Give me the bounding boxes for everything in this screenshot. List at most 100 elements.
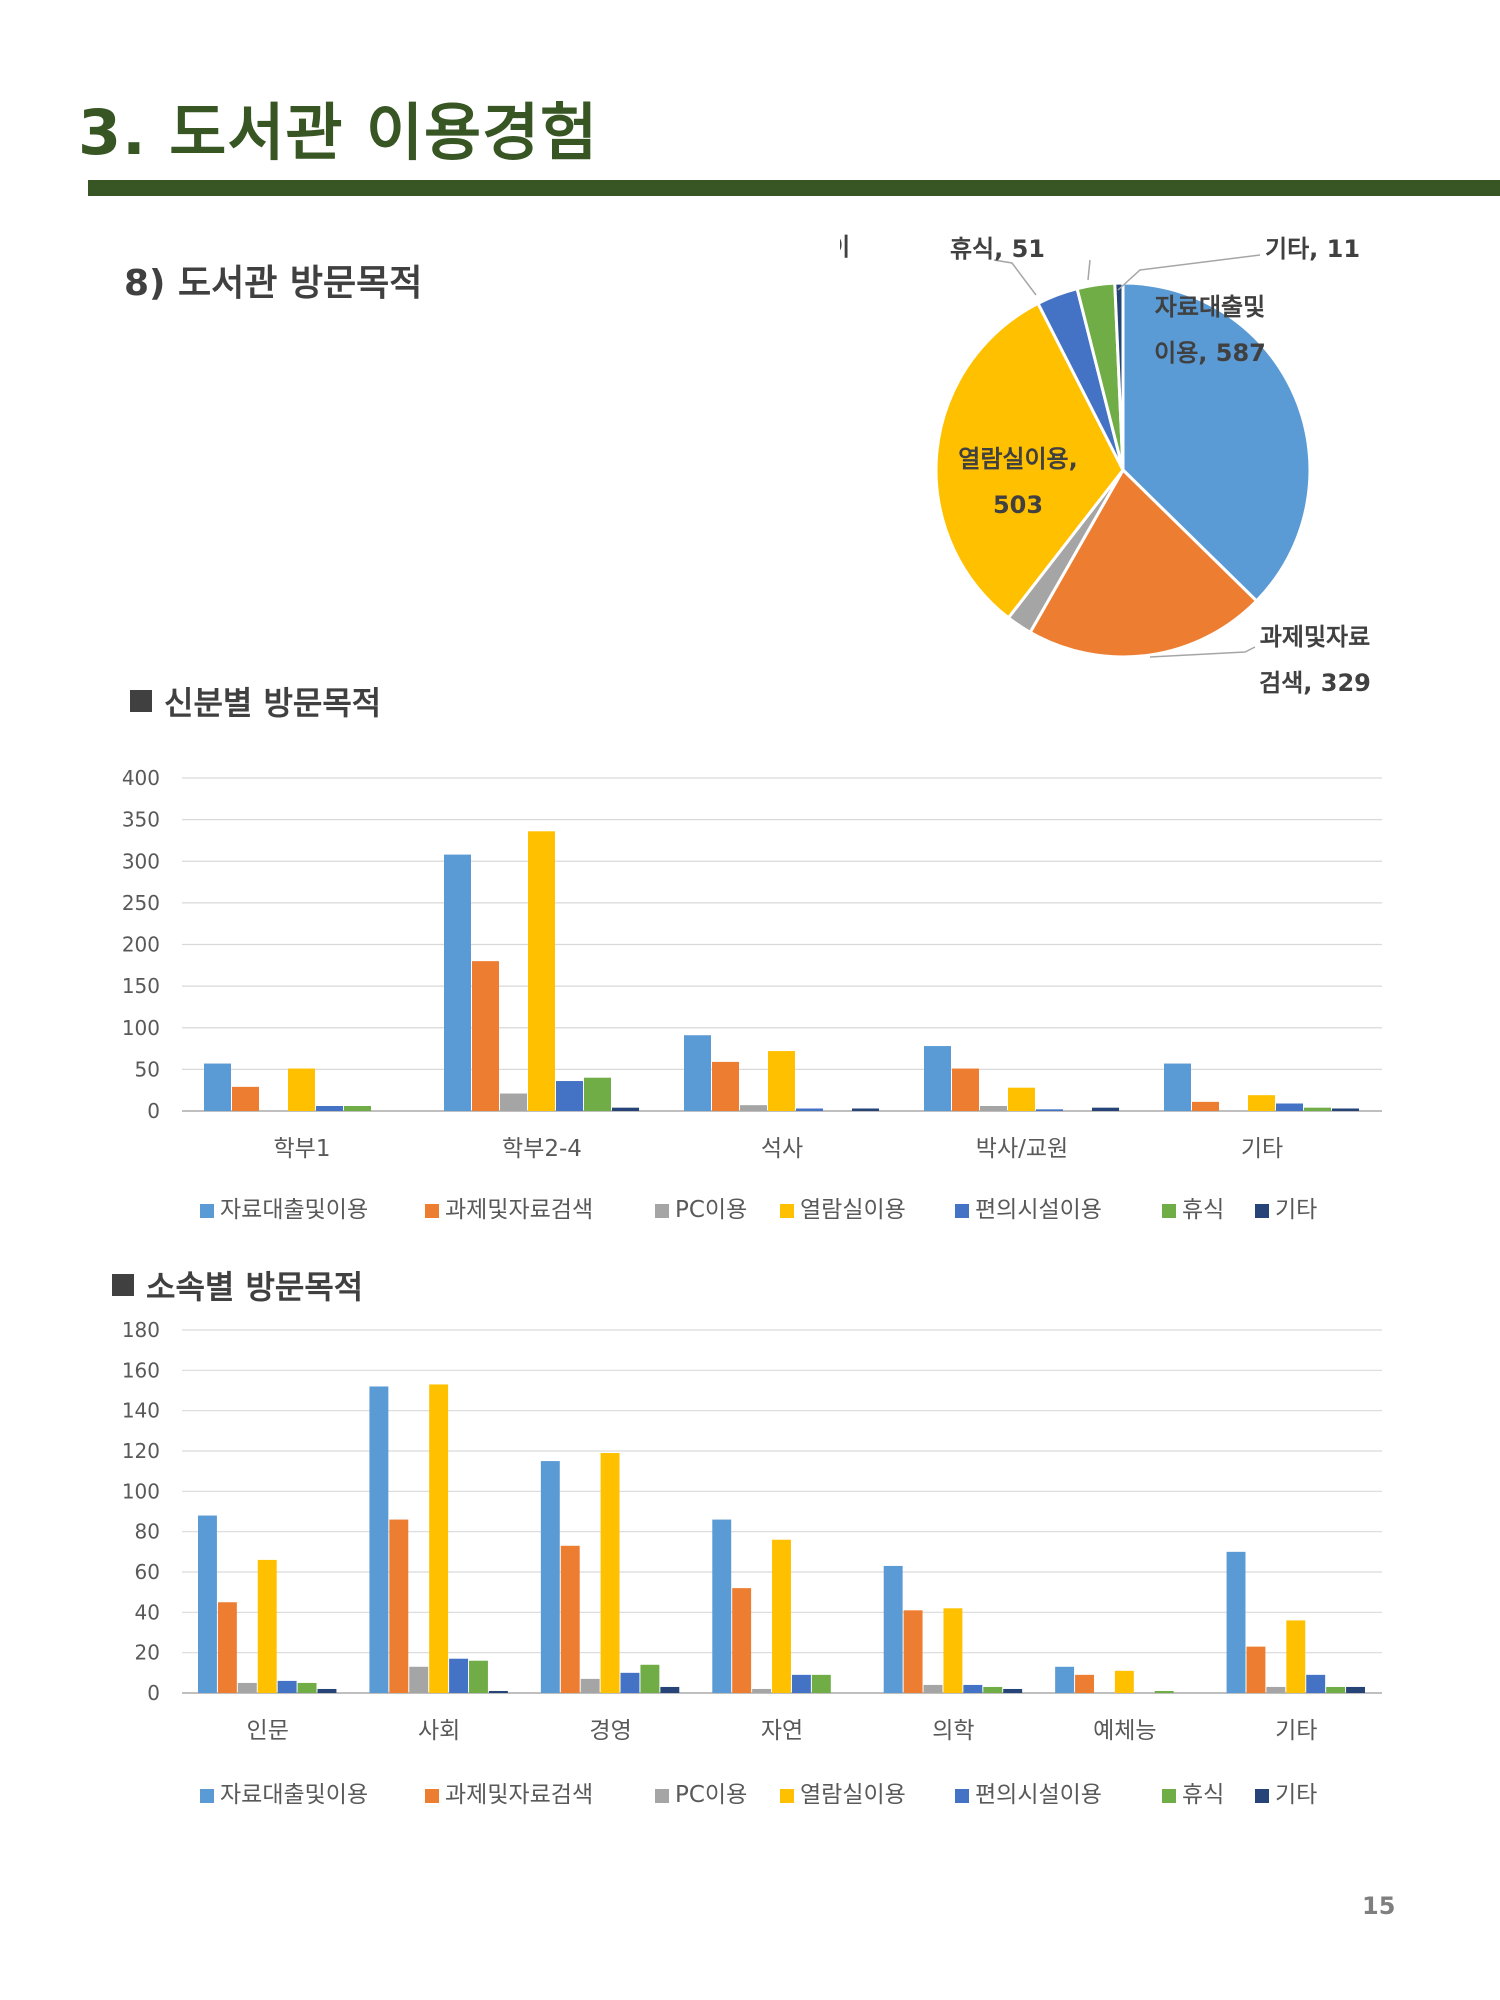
- y-tick-label: 140: [122, 1399, 160, 1423]
- pie-data-label-line: 이용, 587: [1154, 339, 1266, 367]
- y-tick-label: 400: [122, 766, 160, 790]
- legend-label: 기타: [1275, 1782, 1317, 1808]
- y-tick-label: 80: [135, 1520, 160, 1544]
- bar: [1075, 1674, 1094, 1693]
- legend-swatch: [780, 1789, 794, 1803]
- legend-label: 휴식: [1182, 1782, 1224, 1808]
- bar: [580, 1678, 600, 1693]
- legend-swatch: [200, 1204, 214, 1218]
- legend-swatch: [780, 1204, 794, 1218]
- pie-leader-line: [1117, 254, 1261, 291]
- legend-label: 휴식: [1182, 1197, 1224, 1223]
- section-subtitle: 8) 도서관 방문목적: [124, 263, 423, 304]
- pie-data-label-line: 기타, 11: [1265, 235, 1360, 263]
- dept-chart-title: 소속별 방문목적: [146, 1268, 364, 1306]
- dept-chart-heading: 소속별 방문목적: [112, 1262, 363, 1308]
- pie-data-label: 기타, 11: [1265, 235, 1360, 263]
- bar: [1304, 1107, 1331, 1111]
- bar: [198, 1515, 217, 1693]
- bar: [297, 1682, 317, 1693]
- bar: [811, 1674, 831, 1693]
- bar: [924, 1046, 951, 1111]
- bar: [1306, 1674, 1326, 1693]
- bar: [389, 1519, 409, 1693]
- bar: [1008, 1087, 1035, 1111]
- bar: [712, 1061, 739, 1111]
- x-category-label: 기타: [1241, 1136, 1283, 1162]
- pie-slice: [1121, 281, 1312, 604]
- page-title: 3. 도서관 이용경험: [78, 96, 599, 169]
- bar: [1248, 1095, 1275, 1111]
- legend-label: PC이용: [675, 1197, 747, 1223]
- bar: [469, 1660, 488, 1693]
- title-underline-bar: [88, 180, 1500, 196]
- legend-label: 열람실이용: [800, 1197, 906, 1223]
- status-chart-title: 신분별 방문목적: [164, 684, 382, 722]
- bar: [1114, 1670, 1134, 1693]
- y-tick-label: 180: [122, 1318, 160, 1342]
- bar: [449, 1658, 469, 1693]
- y-tick-label: 0: [147, 1681, 160, 1705]
- bar: [1092, 1107, 1119, 1111]
- bar: [1286, 1620, 1306, 1693]
- y-tick-label: 200: [122, 933, 160, 957]
- legend-swatch: [1255, 1789, 1269, 1803]
- legend-label: 편의시설이용: [975, 1197, 1102, 1223]
- bar: [740, 1105, 767, 1111]
- pie-data-label: 자료대출및 이용, 587: [1154, 293, 1266, 367]
- pie-data-label: 편의시설이용, 56: [840, 233, 850, 307]
- bar: [488, 1690, 508, 1693]
- bar: [772, 1539, 791, 1693]
- bar: [1192, 1101, 1219, 1111]
- page-number: 15: [1362, 1892, 1396, 1920]
- legend-label: PC이용: [675, 1782, 747, 1808]
- bar: [257, 1559, 277, 1693]
- bar: [620, 1672, 640, 1693]
- x-category-label: 기타: [1275, 1718, 1317, 1744]
- x-category-label: 석사: [761, 1136, 803, 1162]
- bar: [528, 831, 555, 1111]
- bar: [232, 1086, 259, 1111]
- legend-label: 과제및자료검색: [445, 1782, 593, 1808]
- x-category-label: 경영: [589, 1718, 631, 1744]
- bar: [1332, 1108, 1359, 1111]
- y-tick-label: 40: [135, 1600, 160, 1624]
- bar: [204, 1063, 231, 1111]
- pie-data-label-line: 열람실이용,: [958, 445, 1078, 473]
- bar: [1003, 1688, 1023, 1693]
- bar: [1246, 1646, 1266, 1693]
- pie-data-label: 휴식, 51: [950, 235, 1045, 263]
- y-tick-label: 60: [135, 1560, 160, 1584]
- bar: [980, 1106, 1007, 1111]
- legend-label: 편의시설이용: [975, 1782, 1102, 1808]
- legend-swatch: [425, 1789, 439, 1803]
- y-tick-label: 0: [147, 1099, 160, 1123]
- bar: [600, 1453, 620, 1693]
- legend-label: 기타: [1275, 1197, 1317, 1223]
- x-category-label: 학부2-4: [502, 1136, 582, 1162]
- pie-leader-line: [993, 259, 1037, 296]
- legend-swatch: [425, 1204, 439, 1218]
- y-tick-label: 150: [122, 974, 160, 998]
- bar: [560, 1545, 580, 1693]
- bar: [952, 1068, 979, 1111]
- bar: [712, 1519, 732, 1693]
- bar: [1154, 1690, 1174, 1693]
- bar: [1346, 1686, 1365, 1693]
- bar: [963, 1684, 983, 1693]
- bar: [752, 1688, 772, 1693]
- legend-label: 자료대출및이용: [220, 1782, 368, 1808]
- bar: [444, 854, 471, 1111]
- legend-label: 자료대출및이용: [220, 1197, 368, 1223]
- bar: [472, 961, 499, 1111]
- y-tick-label: 50: [135, 1057, 160, 1081]
- bar: [317, 1688, 337, 1693]
- x-category-label: 사회: [418, 1718, 460, 1744]
- bar: [237, 1682, 257, 1693]
- bar: [883, 1565, 903, 1693]
- bar: [684, 1035, 711, 1111]
- x-category-label: 학부1: [274, 1136, 331, 1162]
- bar: [660, 1686, 680, 1693]
- legend-swatch: [955, 1789, 969, 1803]
